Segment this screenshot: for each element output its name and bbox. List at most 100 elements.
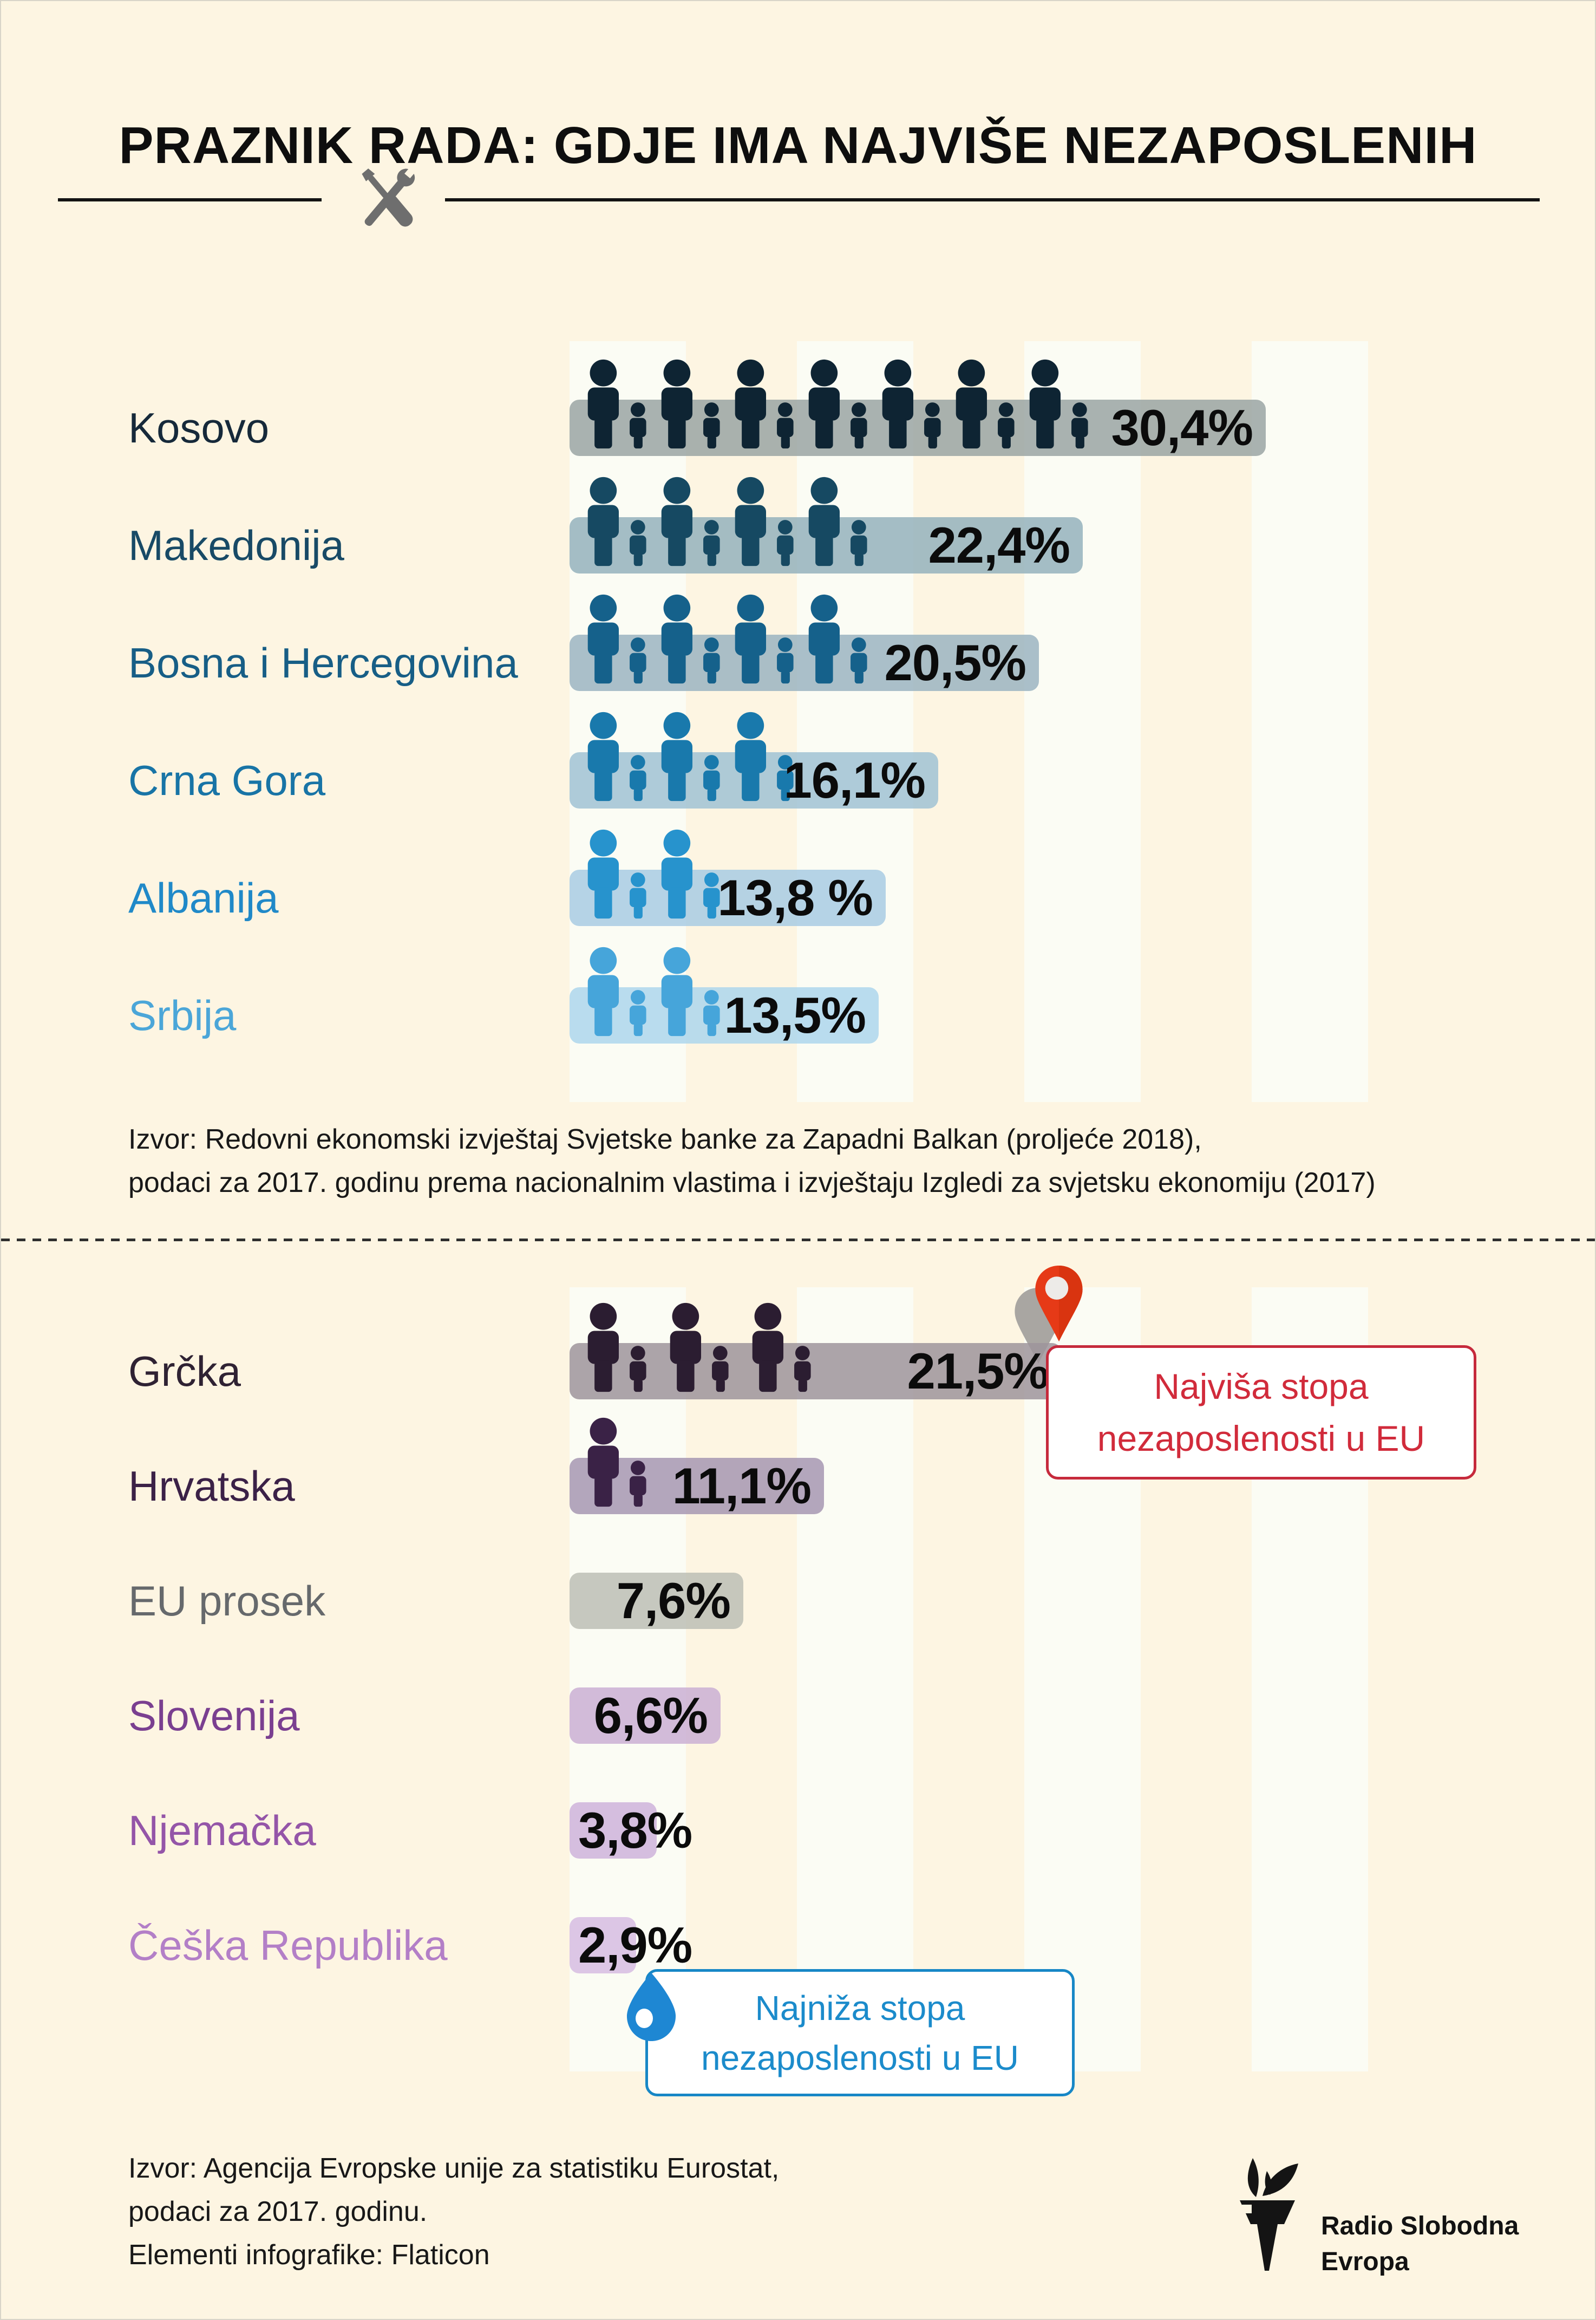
crossed-wrench-screwdriver-icon bbox=[362, 165, 417, 227]
figure-group bbox=[667, 1301, 735, 1396]
callout-line: Najniža stopa bbox=[755, 1988, 965, 2028]
figure-group bbox=[585, 593, 653, 688]
country-label-slovenija: Slovenija bbox=[128, 1691, 300, 1739]
source-note-balkan: Izvor: Redovni ekonomski izvještaj Svjet… bbox=[128, 1118, 1376, 1204]
figure-group bbox=[749, 1301, 817, 1396]
figure-group bbox=[806, 358, 874, 453]
title-divider-right bbox=[445, 198, 1540, 201]
bar-njema-ka: 3,8% bbox=[570, 1802, 692, 1859]
figure-group bbox=[658, 358, 727, 453]
person-pair-icon bbox=[587, 359, 646, 449]
person-pair-icon bbox=[661, 829, 720, 919]
person-pair-icon bbox=[882, 359, 941, 449]
figure-group bbox=[732, 475, 800, 570]
source-line: Elementi infografike: Flaticon bbox=[128, 2239, 490, 2271]
person-pair-icon bbox=[587, 1302, 646, 1392]
value-label-gr-ka: 21,5% bbox=[907, 1343, 1049, 1399]
person-pair-icon bbox=[661, 594, 720, 684]
person-pair-icon bbox=[808, 359, 867, 449]
figure-group bbox=[1026, 358, 1095, 453]
callout-line: nezaposlenosti u EU bbox=[1097, 1418, 1425, 1458]
figure-group bbox=[658, 593, 727, 688]
figure-group bbox=[585, 475, 653, 570]
figure-group bbox=[732, 593, 800, 688]
figure-group bbox=[585, 1301, 653, 1396]
country-label-bosna-i-hercegovina: Bosna i Hercegovina bbox=[128, 638, 518, 687]
logo-line: Radio Slobodna bbox=[1321, 2212, 1519, 2240]
person-pair-icon bbox=[1029, 359, 1088, 449]
figure-group bbox=[732, 711, 800, 805]
value-label-njema-ka: 3,8% bbox=[578, 1802, 692, 1859]
logo-line: Evropa bbox=[1321, 2247, 1409, 2276]
value-label-slovenija: 6,6% bbox=[593, 1687, 708, 1744]
figure-group bbox=[585, 358, 653, 453]
figure-group bbox=[585, 828, 653, 923]
section-divider bbox=[1, 1239, 1595, 1241]
bar-hrvatska: 11,1% bbox=[570, 1417, 824, 1514]
figure-group bbox=[806, 475, 874, 570]
rfe-logo-text: Radio Slobodna Evropa bbox=[1321, 2208, 1519, 2280]
person-pair-icon bbox=[587, 594, 646, 684]
person-pair-icon bbox=[670, 1302, 729, 1392]
callout-line: nezaposlenosti u EU bbox=[701, 2038, 1019, 2077]
title-divider-left bbox=[58, 198, 322, 201]
figure-group bbox=[953, 358, 1021, 453]
person-pair-icon bbox=[808, 477, 867, 566]
value-label-kosovo: 30,4% bbox=[1111, 399, 1253, 456]
person-pair-icon bbox=[752, 1302, 811, 1392]
figure-group bbox=[585, 711, 653, 805]
map-pin-icon bbox=[1035, 1266, 1083, 1341]
country-label-crna-gora: Crna Gora bbox=[128, 756, 326, 804]
page-title: PRAZNIK RADA: GDJE IMA NAJVIŠE NEZAPOSLE… bbox=[119, 116, 1477, 175]
value-label-crna-gora: 16,1% bbox=[783, 752, 926, 809]
person-pair-icon bbox=[956, 359, 1015, 449]
country-label-eu-prosek: EU prosek bbox=[128, 1576, 326, 1625]
person-pair-icon bbox=[735, 712, 794, 801]
value-label-makedonija: 22,4% bbox=[928, 517, 1070, 574]
figure-group bbox=[732, 358, 800, 453]
person-pair-icon bbox=[587, 712, 646, 801]
value-label-bosna-i-hercegovina: 20,5% bbox=[884, 634, 1026, 691]
person-pair-icon bbox=[735, 594, 794, 684]
figure-group bbox=[806, 593, 874, 688]
bar-kosovo: 30,4% bbox=[570, 359, 1266, 456]
person-pair-icon bbox=[808, 594, 867, 684]
bar-albanija: 13,8 % bbox=[570, 829, 886, 926]
person-pair-icon bbox=[661, 947, 720, 1037]
country-label--e-ka-republika: Češka Republika bbox=[128, 1921, 448, 1969]
source-line: podaci za 2017. godinu. bbox=[128, 2196, 428, 2227]
bar-slovenija: 6,6% bbox=[570, 1687, 721, 1744]
figure-group bbox=[585, 1416, 653, 1511]
person-pair-icon bbox=[661, 359, 720, 449]
person-pair-icon bbox=[587, 829, 646, 919]
value-label-hrvatska: 11,1% bbox=[672, 1457, 812, 1514]
country-label-njema-ka: Njemačka bbox=[128, 1806, 316, 1854]
bar--e-ka-republika: 2,9% bbox=[570, 1917, 692, 1973]
figure-group bbox=[658, 946, 727, 1040]
country-label-srbija: Srbija bbox=[128, 991, 237, 1039]
water-drop-icon bbox=[626, 1973, 676, 2041]
country-label-kosovo: Kosovo bbox=[128, 403, 270, 452]
country-label-gr-ka: Grčka bbox=[128, 1347, 241, 1395]
source-note-eu: Izvor: Agencija Evropske unije za statis… bbox=[128, 2147, 779, 2277]
value-label-eu-prosek: 7,6% bbox=[616, 1572, 731, 1629]
country-label-makedonija: Makedonija bbox=[128, 521, 344, 569]
value-label--e-ka-republika: 2,9% bbox=[578, 1917, 692, 1973]
value-label-albanija: 13,8 % bbox=[717, 869, 873, 926]
bar-bosna-i-hercegovina: 20,5% bbox=[570, 594, 1039, 691]
country-label-hrvatska: Hrvatska bbox=[128, 1462, 295, 1510]
bar-eu-prosek: 7,6% bbox=[570, 1572, 743, 1629]
background-stripes-top bbox=[570, 341, 1368, 1102]
person-pair-icon bbox=[587, 477, 646, 566]
source-line: podaci za 2017. godinu prema nacionalnim… bbox=[128, 1167, 1376, 1198]
value-label-srbija: 13,5% bbox=[724, 987, 866, 1044]
callout-line: Najviša stopa bbox=[1154, 1366, 1369, 1406]
bar-gr-ka: 21,5% bbox=[570, 1302, 1062, 1399]
country-label-albanija: Albanija bbox=[128, 874, 279, 922]
callout-highest-rate: Najviša stopa nezaposlenosti u EU bbox=[1046, 1345, 1476, 1480]
bar-srbija: 13,5% bbox=[570, 947, 879, 1044]
figure-group bbox=[658, 711, 727, 805]
rfe-logo-torch-icon bbox=[1240, 2158, 1298, 2271]
callout-lowest-rate: Najniža stopa nezaposlenosti u EU bbox=[645, 1969, 1075, 2096]
